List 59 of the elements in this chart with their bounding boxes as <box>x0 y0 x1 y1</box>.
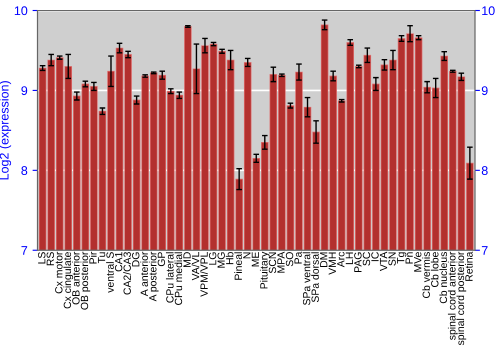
x-tick-label: MD <box>183 252 191 267</box>
x-tick-label: MPA <box>277 252 285 273</box>
x-tick-label: A anterior <box>140 252 148 296</box>
y2-tick-label: 10 <box>482 6 495 16</box>
x-tick-label: Retina <box>465 252 473 281</box>
x-tick-label: IC <box>371 252 379 262</box>
x-tick-label: Cx motor <box>55 252 63 294</box>
x-tick-label: Tu <box>98 252 106 264</box>
y2-tick-label: 9 <box>482 86 488 96</box>
x-tick-label: Pineal <box>234 252 242 280</box>
x-tick-label: MG <box>217 252 225 268</box>
x-tick-label: spinal cord anterior <box>448 252 458 340</box>
x-tick-label: DM <box>320 252 328 267</box>
x-tick-label: SPa ventral <box>302 252 310 306</box>
x-tick-label: Tg <box>397 252 406 264</box>
x-tick-label: MVe <box>414 252 422 272</box>
x-tick-label: Pn <box>406 252 413 264</box>
x-tick-label: Pituitary <box>260 252 270 288</box>
y2-tick-label: 7 <box>482 246 488 255</box>
x-tick-label: DG <box>132 252 140 266</box>
x-tick-label: ventral S <box>106 252 114 293</box>
x-tick-label: CA2/CA3 <box>123 252 131 295</box>
y2-tick-label: 8 <box>482 166 488 175</box>
x-tick-label: CPu lateral <box>166 252 174 303</box>
y-tick-label: 9 <box>21 86 28 96</box>
x-tick-label: CA1 <box>114 252 122 272</box>
x-tick-label: SPa dorsal <box>311 252 319 302</box>
x-tick-label: RS <box>46 252 54 266</box>
x-tick-label: Cb lobe <box>430 252 438 288</box>
x-tick-label: OB anterior <box>72 252 80 304</box>
y-tick-label: 7 <box>21 246 28 255</box>
x-tick-label: Pa <box>294 252 302 264</box>
x-tick-label: VPM/VPL <box>200 252 208 297</box>
x-tick-label: SC <box>362 252 370 266</box>
x-tick-label: Hb <box>226 252 234 264</box>
x-tick-label: OB posterior <box>80 252 90 310</box>
x-tick-label: spinal cord posterior <box>456 252 466 346</box>
y-tick-label: 10 <box>14 6 28 16</box>
x-tick-label: N <box>243 252 250 258</box>
x-tick-label: Pir <box>89 252 97 264</box>
x-tick-label: GP <box>158 252 166 266</box>
x-tick-label: A posterior <box>148 252 159 302</box>
x-tick-label: SO <box>286 252 294 266</box>
x-tick-label: VTA <box>380 252 388 272</box>
x-tick-label: Cb nucleus <box>439 252 448 304</box>
x-tick-label: VA/VL <box>192 252 200 280</box>
x-tick-label: Arc <box>337 252 344 268</box>
x-tick-label: Cb vermis <box>422 252 430 298</box>
x-tick-label: LG <box>208 252 216 265</box>
x-tick-label: SN <box>388 252 396 266</box>
x-tick-label: PAG <box>354 252 362 272</box>
x-tick-label: LS <box>38 252 46 264</box>
x-tick-label: Cx cingulate <box>63 252 74 308</box>
x-tick-label: LH <box>346 252 353 264</box>
x-tick-label: VMH <box>328 252 336 275</box>
x-tick-label: CPu medial <box>174 252 182 305</box>
x-tick-label: ME <box>252 252 259 266</box>
y-tick-label: 8 <box>21 166 28 175</box>
x-tick-label: SCN <box>268 252 276 274</box>
